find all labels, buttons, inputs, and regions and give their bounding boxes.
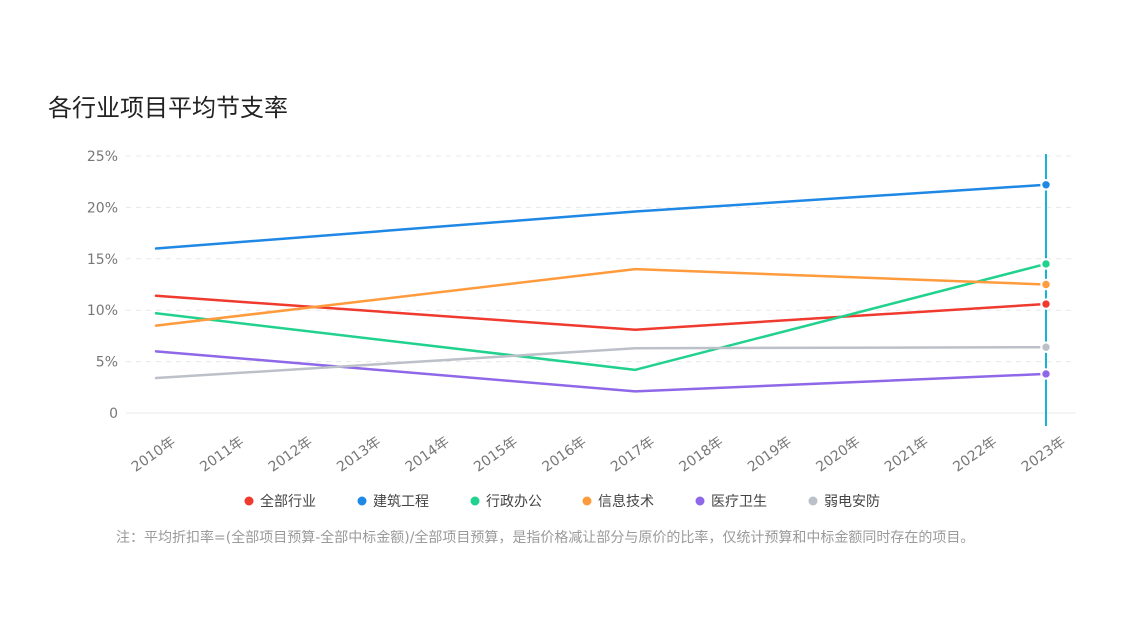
series-point-5[interactable]	[1040, 341, 1052, 353]
legend-marker-icon	[470, 496, 480, 506]
series-point-4[interactable]	[1040, 368, 1052, 380]
legend-label: 行政办公	[486, 494, 542, 510]
x-tick-label: 2016年	[540, 434, 590, 476]
chart-title: 各行业项目平均节支率	[48, 94, 288, 122]
legend-marker-icon	[808, 496, 818, 506]
x-tick-label: 2021年	[882, 434, 932, 476]
series-line-5	[154, 345, 1048, 380]
legend-item[interactable]: 全部行业	[244, 493, 317, 510]
y-tick-label: 20%	[87, 200, 118, 216]
legend-marker-icon	[582, 496, 592, 506]
legend-label: 医疗卫生	[711, 494, 767, 510]
x-tick-label: 2015年	[471, 434, 521, 476]
legend-label: 信息技术	[598, 493, 654, 510]
x-tick-label: 2012年	[266, 434, 316, 476]
legend-item[interactable]: 医疗卫生	[695, 494, 768, 510]
x-tick-label: 2017年	[608, 434, 658, 476]
series-line-4	[154, 350, 1048, 393]
series-point-1[interactable]	[1040, 179, 1052, 191]
legend-label: 弱电安防	[824, 494, 880, 510]
legend-item[interactable]: 信息技术	[582, 493, 655, 510]
series-point-3[interactable]	[1040, 278, 1052, 291]
legend-marker-icon	[695, 496, 705, 506]
series-line-2	[154, 262, 1048, 372]
legend-label: 全部行业	[260, 493, 316, 510]
y-tick-label: 15%	[87, 252, 118, 268]
y-tick-label: 5%	[96, 355, 118, 371]
series-line-0	[154, 294, 1048, 331]
series-line-1	[154, 183, 1048, 250]
chart-note: 注：平均折扣率=(全部项目预算-全部中标金额)/全部项目预算，是指价格减让部分与…	[116, 530, 975, 546]
x-tick-label: 2020年	[813, 434, 863, 476]
x-tick-label: 2018年	[676, 434, 726, 476]
x-tick-label: 2019年	[745, 434, 795, 476]
x-tick-label: 2010年	[129, 434, 179, 476]
x-tick-label: 2023年	[1019, 434, 1069, 476]
series-line-3	[154, 267, 1048, 327]
x-tick-label: 2022年	[950, 434, 1000, 476]
y-tick-label: 10%	[87, 303, 118, 319]
x-tick-label: 2013年	[334, 434, 384, 476]
x-tick-label: 2014年	[403, 434, 453, 476]
legend-item[interactable]: 弱电安防	[808, 494, 881, 510]
y-tick-label: 0	[109, 406, 118, 422]
legend-item[interactable]: 建筑工程	[357, 494, 430, 510]
series-point-2[interactable]	[1040, 258, 1052, 270]
legend-marker-icon	[244, 496, 254, 506]
legend-label: 建筑工程	[373, 494, 429, 510]
legend-marker-icon	[357, 496, 367, 506]
series-point-0[interactable]	[1040, 298, 1052, 310]
x-tick-label: 2011年	[197, 434, 247, 476]
y-tick-label: 25%	[87, 149, 118, 165]
legend-item[interactable]: 行政办公	[470, 494, 543, 510]
